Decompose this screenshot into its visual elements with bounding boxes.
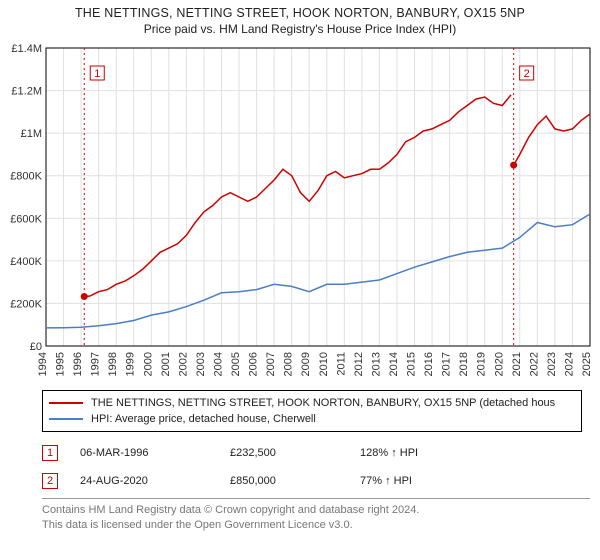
chart-svg: £0 £200K £400K £600K £800K £1M £1.2M £1.4M 1994 1…	[0, 42, 600, 386]
svg-text:2001: 2001	[160, 352, 172, 376]
svg-text:2008: 2008	[283, 352, 295, 376]
svg-text:2017: 2017	[441, 352, 453, 376]
license-line-2: This data is licensed under the Open Gov…	[42, 518, 590, 533]
svg-text:1994: 1994	[37, 352, 49, 376]
chart-plot-area: £0 £200K £400K £600K £800K £1M £1.2M £1.4M 1994 1…	[0, 42, 600, 386]
svg-text:2024: 2024	[563, 352, 575, 376]
sale-event-date: 24-AUG-2020	[80, 475, 230, 487]
title-block: THE NETTINGS, NETTING STREET, HOOK NORTO…	[0, 0, 600, 40]
sale-event-marker: 1	[42, 445, 58, 461]
svg-text:£1M: £1M	[21, 128, 42, 140]
legend-label: THE NETTINGS, NETTING STREET, HOOK NORTO…	[91, 397, 555, 409]
license-line-1: Contains HM Land Registry data © Crown c…	[42, 503, 590, 518]
legend-label: HPI: Average price, detached house, Cher…	[91, 413, 316, 425]
svg-text:£400K: £400K	[10, 256, 42, 268]
svg-text:£800K: £800K	[10, 171, 42, 183]
legend-swatch	[49, 418, 83, 420]
svg-text:2019: 2019	[476, 352, 488, 376]
sale-event-hpi: 128% ↑ HPI	[360, 447, 480, 459]
sale-event-price: £850,000	[230, 475, 360, 487]
svg-text:£200K: £200K	[10, 298, 42, 310]
chart-footer: THE NETTINGS, NETTING STREET, HOOK NORTO…	[0, 386, 600, 533]
svg-text:2025: 2025	[581, 352, 593, 376]
license-text: Contains HM Land Registry data © Crown c…	[42, 498, 590, 533]
svg-text:£0: £0	[30, 341, 42, 353]
svg-text:2022: 2022	[528, 352, 540, 376]
sale-events-table: 1 06-MAR-1996£232,500128% ↑ HPI 2 24-AUG-20…	[42, 442, 582, 492]
svg-text:1998: 1998	[107, 352, 119, 376]
legend-row: HPI: Average price, detached house, Cher…	[49, 411, 575, 427]
svg-text:2010: 2010	[318, 352, 330, 376]
sale-event-row: 1 06-MAR-1996£232,500128% ↑ HPI	[42, 442, 582, 464]
svg-text:£1.4M: £1.4M	[11, 43, 42, 55]
svg-text:1999: 1999	[125, 352, 137, 376]
svg-text:2012: 2012	[353, 352, 365, 376]
svg-text:2014: 2014	[388, 352, 400, 376]
svg-text:2018: 2018	[458, 352, 470, 376]
svg-text:2021: 2021	[511, 352, 523, 376]
svg-text:2015: 2015	[406, 352, 418, 376]
svg-text:1: 1	[94, 68, 100, 80]
svg-text:£1.2M: £1.2M	[11, 86, 42, 98]
svg-text:£600K: £600K	[10, 213, 42, 225]
sale-event-row: 2 24-AUG-2020£850,00077% ↑ HPI	[42, 470, 582, 492]
svg-text:2005: 2005	[230, 352, 242, 376]
svg-text:2004: 2004	[212, 352, 224, 376]
svg-text:2000: 2000	[142, 352, 154, 376]
sale-event-date: 06-MAR-1996	[80, 447, 230, 459]
svg-text:2013: 2013	[370, 352, 382, 376]
chart-title-address: THE NETTINGS, NETTING STREET, HOOK NORTO…	[10, 6, 590, 20]
svg-text:2020: 2020	[493, 352, 505, 376]
sale-event-hpi: 77% ↑ HPI	[360, 475, 480, 487]
svg-text:2006: 2006	[248, 352, 260, 376]
svg-text:2011: 2011	[335, 352, 347, 376]
svg-text:2023: 2023	[546, 352, 558, 376]
svg-text:2009: 2009	[300, 352, 312, 376]
sale-event-price: £232,500	[230, 447, 360, 459]
svg-text:2003: 2003	[195, 352, 207, 376]
svg-text:2007: 2007	[265, 352, 277, 376]
legend-row: THE NETTINGS, NETTING STREET, HOOK NORTO…	[49, 395, 575, 411]
svg-text:2016: 2016	[423, 352, 435, 376]
svg-text:1997: 1997	[90, 352, 102, 376]
svg-text:1996: 1996	[72, 352, 84, 376]
svg-text:1995: 1995	[55, 352, 67, 376]
legend-box: THE NETTINGS, NETTING STREET, HOOK NORTO…	[42, 390, 582, 432]
svg-text:2002: 2002	[177, 352, 189, 376]
sale-event-marker: 2	[42, 473, 58, 489]
chart-subtitle: Price paid vs. HM Land Registry's House …	[10, 22, 590, 36]
legend-swatch	[49, 402, 83, 404]
svg-text:2: 2	[524, 68, 530, 80]
